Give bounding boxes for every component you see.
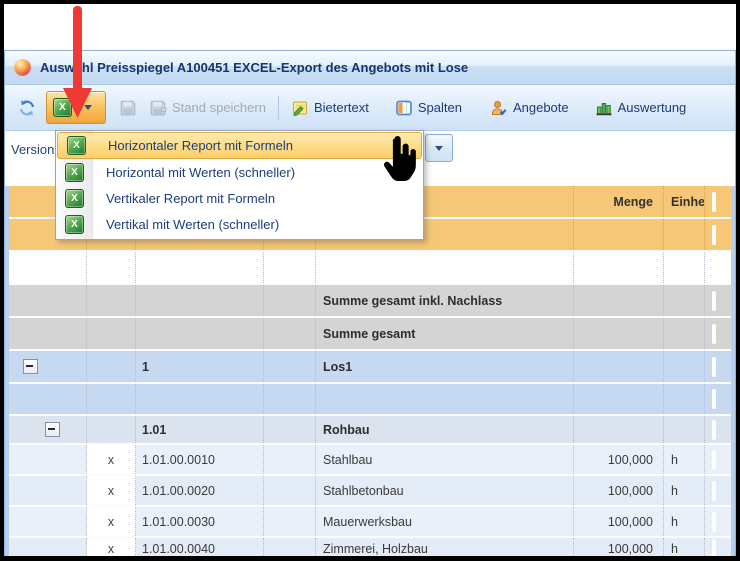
einheit-cell: h [664,476,705,505]
selected-cell[interactable]: x [87,538,136,558]
kurztext-cell: Stahlbau [316,445,574,474]
table-row-sum-nachlass[interactable]: Summe gesamt inkl. Nachlass [9,285,731,318]
menu-item-vertikal-report[interactable]: X Vertikaler Report mit Formeln [56,185,423,211]
columns-icon [396,100,412,115]
version-label: Version [11,142,55,157]
price-table: Kurztext Menge Einheit Summe gesamt inkl… [5,186,735,558]
selected-cell[interactable]: x [87,507,136,536]
excel-icon: X [65,162,84,182]
column-grip [712,290,716,311]
column-grip [712,356,716,377]
excel-icon: X [53,98,72,117]
collapse-icon[interactable] [45,422,60,437]
column-grip [712,511,716,532]
group-oz: 1 [136,351,264,382]
table-empty-row [9,252,731,285]
table-row-item[interactable]: x 1.01.00.0010 Stahlbau 100,000 h [9,445,731,476]
column-grip [712,419,716,440]
group-oz: 1.01 [136,416,264,443]
toolbar-separator [277,95,279,120]
window-title: Auswahl Preisspiegel A100451 EXCEL-Expor… [40,60,469,75]
collapse-icon[interactable] [23,359,38,374]
kurztext-cell: Mauerwerksbau [316,507,574,536]
excel-icon: X [65,188,84,208]
menge-cell: 100,000 [574,445,664,474]
kurztext-cell: Stahlbetonbau [316,476,574,505]
sum-label: Summe gesamt [316,318,574,349]
group-label: Los1 [316,351,574,382]
angebote-button[interactable]: Angebote [490,99,569,117]
excel-export-menu: X Horizontaler Report mit Formeln X Hori… [55,130,424,240]
einheit-cell: h [664,445,705,474]
title-bar: Auswahl Preisspiegel A100451 EXCEL-Expor… [5,51,735,85]
toolbar: X Stand speichern Bietertext [5,85,735,131]
bietertext-label: Bietertext [313,100,369,115]
auswertung-label: Auswertung [617,100,687,115]
table-row-item[interactable]: x 1.01.00.0030 Mauerwerksbau 100,000 h [9,507,731,538]
excel-icon: X [67,136,86,155]
header-einheit[interactable]: Einheit [664,186,705,217]
save-state-icon [150,100,167,115]
app-window: Auswahl Preisspiegel A100451 EXCEL-Expor… [4,50,736,559]
menu-item-horizontal-report[interactable]: X Horizontaler Report mit Formeln [57,132,422,159]
spalten-label: Spalten [417,100,462,115]
menu-item-horizontal-werte[interactable]: X Horizontal mit Werten (schneller) [56,159,423,185]
table-row-rohbau[interactable]: 1.01 Rohbau [9,416,731,445]
header-menge[interactable]: Menge [574,186,664,217]
auswertung-button[interactable]: Auswertung [595,99,687,117]
column-grip [712,224,716,245]
oz-cell: 1.01.00.0020 [136,476,264,505]
combo-arrow-icon [435,145,443,151]
menge-cell: 100,000 [574,507,664,536]
app-logo-icon [14,59,31,76]
selected-cell[interactable]: x [87,445,136,474]
column-grip [712,480,716,501]
table-row-los1[interactable]: 1 Los1 [9,351,731,384]
table-row-item[interactable]: x 1.01.00.0040 Zimmerei, Holzbau 100,000… [9,538,731,558]
stand-speichern-label: Stand speichern [172,100,266,115]
column-grip [712,191,716,212]
menge-cell: 100,000 [574,538,664,558]
angebote-label: Angebote [512,100,569,115]
note-pencil-icon [292,101,307,116]
kurztext-cell: Zimmerei, Holzbau [316,538,574,558]
sum-label: Summe gesamt inkl. Nachlass [316,285,574,316]
menu-item-vertikal-werte[interactable]: X Vertikal mit Werten (schneller) [56,211,423,237]
stand-speichern-button[interactable]: Stand speichern [149,99,266,117]
oz-cell: 1.01.00.0030 [136,507,264,536]
column-grip [712,389,716,409]
table-row-item[interactable]: x 1.01.00.0020 Stahlbetonbau 100,000 h [9,476,731,507]
bietertext-button[interactable]: Bietertext [291,99,369,117]
refresh-icon[interactable] [18,99,36,117]
save-icon-disabled[interactable] [119,99,137,117]
einheit-cell: h [664,507,705,536]
selected-cell[interactable]: x [87,476,136,505]
version-combo-button[interactable] [425,134,453,162]
column-grip [712,449,716,470]
spalten-button[interactable]: Spalten [395,99,462,117]
group-label: Rohbau [316,416,574,443]
oz-cell: 1.01.00.0040 [136,538,264,558]
table-row-los1-spacer [9,384,731,416]
table-row-sum-gesamt[interactable]: Summe gesamt [9,318,731,351]
chevron-down-icon[interactable] [84,105,92,110]
einheit-cell: h [664,538,705,558]
bar-chart-icon [596,102,612,115]
excel-icon: X [65,214,84,234]
person-check-icon [491,100,507,115]
excel-export-split-button[interactable]: X [46,91,106,124]
oz-cell: 1.01.00.0010 [136,445,264,474]
menge-cell: 100,000 [574,476,664,505]
column-grip [712,323,716,344]
column-grip [712,539,716,558]
